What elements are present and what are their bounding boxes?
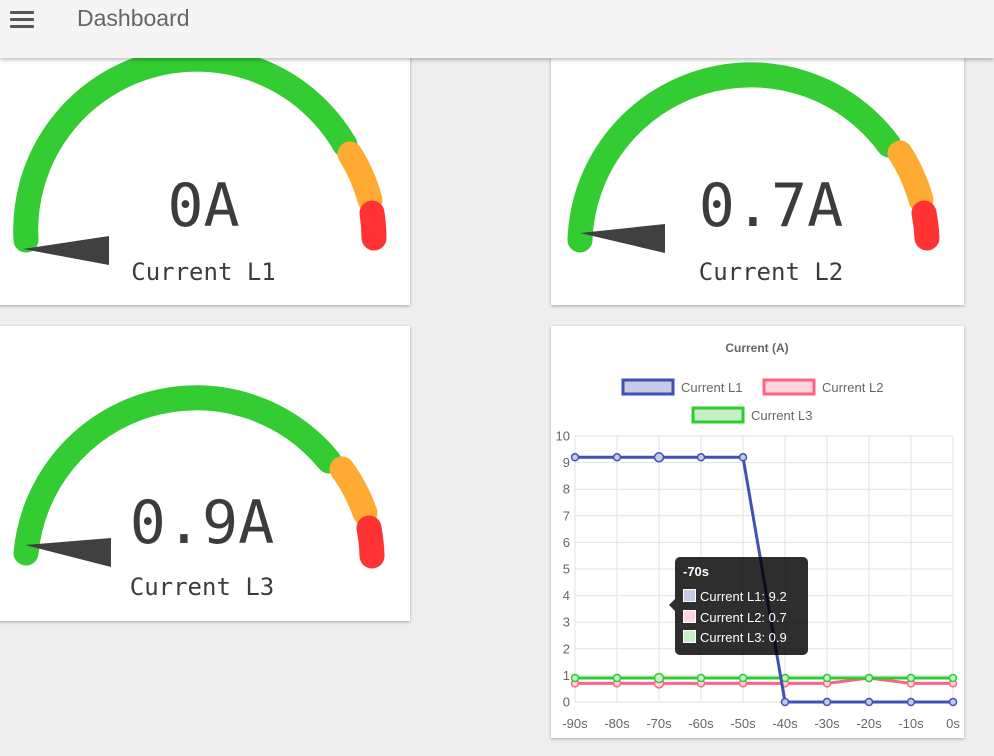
tooltip-title: -70s xyxy=(683,564,710,579)
x-tick-label: -30s xyxy=(814,716,840,731)
y-tick-label: 5 xyxy=(563,562,570,577)
gauge-label: Current L2 xyxy=(698,258,844,286)
chart-title: Current (A) xyxy=(725,341,788,355)
y-tick-label: 6 xyxy=(563,535,570,550)
gauge-arc-red xyxy=(359,200,387,251)
tooltip-text-l1: Current L1: 9.2 xyxy=(700,589,787,604)
x-tick-label: -80s xyxy=(604,716,630,731)
y-tick-label: 8 xyxy=(563,482,570,497)
gauge-label: Current L1 xyxy=(131,258,276,286)
y-tick-label: 7 xyxy=(563,508,570,523)
gauge-needle xyxy=(580,224,665,253)
chart-tooltip: -70s Current L1: 9.2 Current L2: 0.7 Cur… xyxy=(669,557,808,655)
y-tick-label: 0 xyxy=(563,695,570,710)
legend-swatch-series-l1 xyxy=(621,378,675,396)
chart-card-current: Current (A) Current L1 Current L2 Current L… xyxy=(551,326,964,738)
x-tick-label: 0s xyxy=(946,716,960,731)
gauge-value: 0A xyxy=(167,171,240,241)
gauge-value: 0.9A xyxy=(129,488,275,558)
point-series-l1 xyxy=(780,697,790,707)
gauge-current-l2 xyxy=(567,62,940,253)
gauge-current-l1 xyxy=(13,50,387,265)
point-series-l3 xyxy=(570,673,580,683)
legend-label-series-l3: Current L3 xyxy=(751,408,812,423)
gauge-value: 0.7A xyxy=(698,171,844,241)
legend-swatch-series-l2 xyxy=(762,378,816,396)
point-series-l3 xyxy=(696,673,706,683)
hamburger-menu-icon[interactable] xyxy=(10,9,34,29)
point-series-l1 xyxy=(738,453,748,462)
x-tick-label: -20s xyxy=(856,716,882,731)
y-tick-label: 9 xyxy=(563,455,570,470)
gauge-current-l3 xyxy=(13,385,385,569)
gauge-card-current-l1: 0A Current L1 xyxy=(0,50,410,305)
legend-label-series-l2: Current L2 xyxy=(822,380,883,395)
point-series-l1 xyxy=(696,453,706,462)
x-tick-label: -10s xyxy=(898,716,924,731)
point-series-l1 xyxy=(906,697,916,707)
app-header: Dashboard xyxy=(0,0,994,58)
point-series-l1 xyxy=(570,453,580,462)
gauge-label: Current L3 xyxy=(129,573,275,601)
point-series-l3 xyxy=(864,673,874,683)
gauge-card-current-l3: 0.9A Current L3 xyxy=(0,326,410,621)
legend-label-series-l1: Current L1 xyxy=(681,380,742,395)
tooltip-row-l2: Current L2: 0.7 xyxy=(683,610,787,625)
gauge-arc-orange xyxy=(329,456,378,526)
tooltip-swatch-l2 xyxy=(683,610,696,623)
tooltip-text-l3: Current L3: 0.9 xyxy=(700,630,787,645)
y-tick-label: 1 xyxy=(563,668,570,683)
x-tick-label: -60s xyxy=(688,716,714,731)
gauge-arc-red xyxy=(911,200,940,251)
gauge-arc-orange xyxy=(337,141,383,213)
x-tick-label: -50s xyxy=(730,716,756,731)
gauge-arc-orange xyxy=(887,140,934,213)
point-series-l1 xyxy=(948,697,958,707)
y-tick-label: 2 xyxy=(563,641,570,656)
tooltip-text-l2: Current L2: 0.7 xyxy=(700,610,787,625)
point-series-l3 xyxy=(822,673,832,683)
point-series-l1 xyxy=(653,452,665,463)
x-tick-label: -70s xyxy=(646,716,672,731)
point-series-l3 xyxy=(948,673,958,683)
point-series-l1 xyxy=(864,697,874,707)
tooltip-swatch-l1 xyxy=(683,589,696,602)
y-tick-label: 3 xyxy=(563,615,570,630)
gauge-arc-green xyxy=(13,50,358,253)
current-line-chart: Current (A) Current L1 Current L2 Current L… xyxy=(556,341,961,731)
gauge-needle xyxy=(25,538,111,567)
page-title: Dashboard xyxy=(77,5,190,31)
gauge-arc-green xyxy=(567,62,902,253)
x-tick-label: -40s xyxy=(772,716,798,731)
gauge-card-current-l2: 0.7A Current L2 xyxy=(551,50,964,305)
x-tick-label: -90s xyxy=(562,716,588,731)
gauge-arc-red xyxy=(356,515,385,569)
tooltip-row-l1: Current L1: 9.2 xyxy=(683,589,787,604)
y-tick-label: 10 xyxy=(556,429,570,444)
tooltip-row-l3: Current L3: 0.9 xyxy=(683,630,787,645)
point-series-l3 xyxy=(612,673,622,683)
point-series-l1 xyxy=(612,453,622,462)
point-series-l1 xyxy=(822,697,832,707)
tooltip-swatch-l3 xyxy=(683,630,696,643)
gauge-needle xyxy=(23,236,109,265)
line-series-l2 xyxy=(575,676,953,685)
y-tick-label: 4 xyxy=(563,588,570,603)
point-series-l3 xyxy=(738,673,748,683)
legend-swatch-series-l3 xyxy=(691,406,745,424)
gauge-arc-green xyxy=(13,385,342,566)
point-series-l3 xyxy=(653,672,665,684)
point-series-l3 xyxy=(906,673,916,683)
